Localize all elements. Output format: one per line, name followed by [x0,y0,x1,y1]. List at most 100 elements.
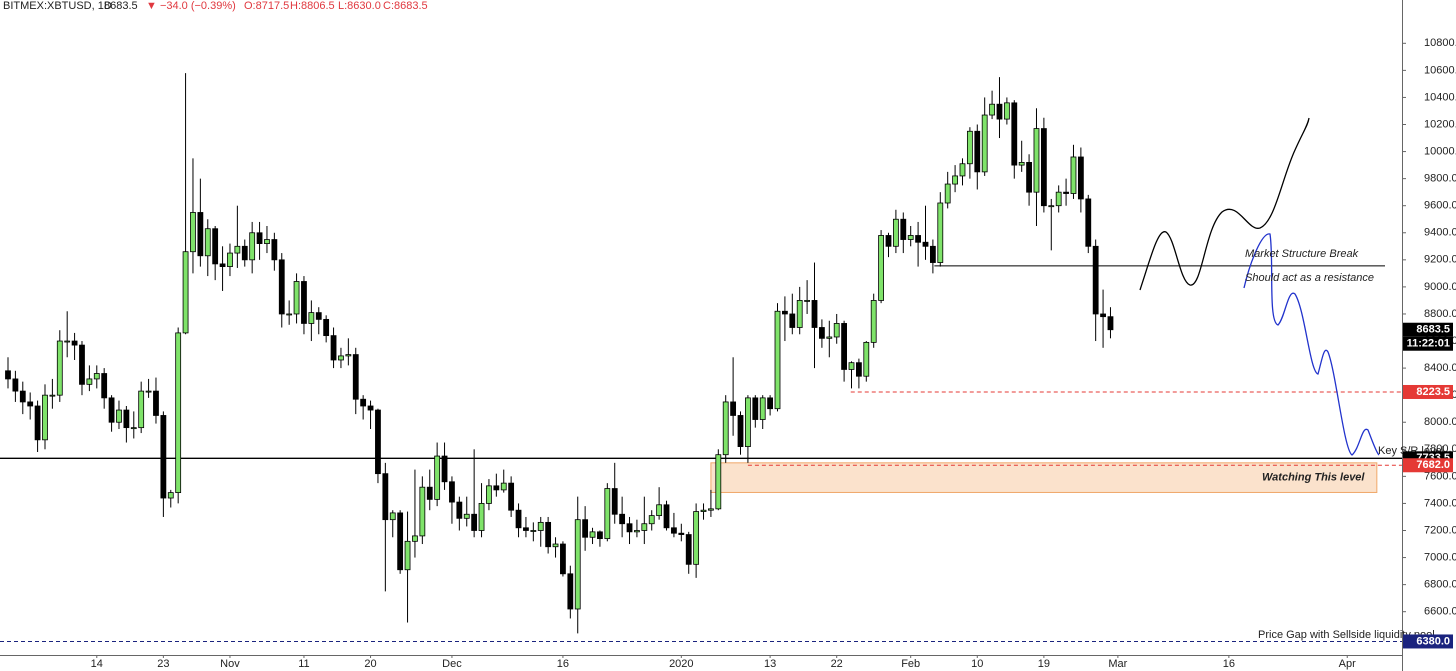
candle-body [412,535,418,542]
annotation: Price Gap with Sellside liquidity pool [1258,629,1435,641]
candle-body [79,344,85,385]
candle-body [708,508,714,511]
candle-body [471,513,478,531]
candle-body [722,401,729,456]
candle-body [271,239,278,261]
candle-body [330,335,337,361]
price-label: 7682.0 [1416,459,1450,471]
candle-body [278,259,285,315]
y-tick-label: 8800.0 [1424,308,1456,320]
candle-body [626,523,633,533]
candle-body [663,504,670,529]
candle-body [241,245,248,261]
candle-body [922,241,929,247]
candle-body [1092,245,1099,315]
price-label-bg [1403,384,1453,399]
x-tick-label: 13 [764,658,776,670]
candle-body [360,398,367,407]
x-tick-label: Feb [901,658,920,670]
candle-body [323,318,330,337]
candle-body [12,378,19,392]
candle-body [1048,205,1055,208]
candle-body [981,114,988,173]
countdown-bg [1403,336,1453,351]
x-tick-label: 19 [1038,658,1050,670]
x-tick-label: Nov [220,658,240,670]
plot-area [0,73,1402,642]
candle-body [34,405,41,441]
y-tick-label: 9800.0 [1424,173,1456,185]
candle-body [804,300,811,302]
candle-body [204,228,211,257]
candle-body [441,455,448,483]
candle-body [56,340,63,396]
candle-body [27,401,34,407]
candle-body [367,405,374,411]
watch-zone [710,462,1378,493]
candle-body [153,390,159,416]
symbol: BITMEX:XBTUSD, 1D [3,0,112,12]
y-tick-label: 10800.0 [1424,37,1456,49]
low: L:8630.0 [338,0,381,12]
candle-body [456,501,463,519]
candle-body [530,530,537,532]
x-tick-label: 23 [157,658,169,670]
candle-body [841,323,848,370]
candle-body [508,482,515,511]
candle-body [264,239,270,244]
candle-body [892,218,899,247]
candle-body [249,232,256,261]
x-tick-label: 16 [557,658,569,670]
y-tick-label: 9200.0 [1424,254,1456,266]
x-tick-label: 16 [1223,658,1235,670]
candle-body [49,394,56,397]
candle-body [685,534,692,565]
candle-body [989,103,995,116]
candle-body [175,332,182,494]
candle-body [389,512,396,521]
candle-body [286,313,293,316]
candle-body [885,235,892,247]
last-price: 8683.5 [104,0,138,12]
candle-body [397,512,404,571]
change: ▼ −34.0 (−0.39%) [146,0,236,12]
candle-body [537,521,544,531]
close: C:8683.5 [383,0,428,12]
candle-body [759,397,766,420]
y-tick-label: 10200.0 [1424,118,1456,130]
candle-body [1026,161,1032,193]
price-label: 8223.5 [1416,386,1450,398]
candle-body [715,454,722,510]
candle-body [767,397,774,410]
candle-body [19,390,26,403]
annotation: Watching This level [1262,472,1365,484]
candle-body [833,323,840,338]
candle-body [782,310,788,315]
x-tick-label: 2020 [669,658,693,670]
candle-body [5,370,11,380]
candle-body [671,527,677,534]
candle-body [634,530,640,533]
y-tick-label: 6600.0 [1424,606,1456,618]
candle-body [1003,102,1010,120]
projection-up [1139,117,1310,291]
candle-body [929,245,936,263]
candle-body [1107,316,1114,331]
candle-body [582,519,589,538]
candle-body [774,310,781,410]
candle-body [863,341,870,377]
y-tick-label: 7200.0 [1424,524,1456,536]
x-tick-label: 14 [91,658,103,670]
candle-body [826,336,833,339]
candle-body [1011,102,1018,166]
projection-down [1243,233,1380,456]
y-tick-label: 7400.0 [1424,497,1456,509]
price-label-bg [1403,634,1453,649]
annotation: Should act as a resistance [1245,272,1374,284]
candle-body [463,513,470,519]
candle-body [478,503,485,531]
candle-body [811,300,818,328]
candle-body [301,281,307,324]
